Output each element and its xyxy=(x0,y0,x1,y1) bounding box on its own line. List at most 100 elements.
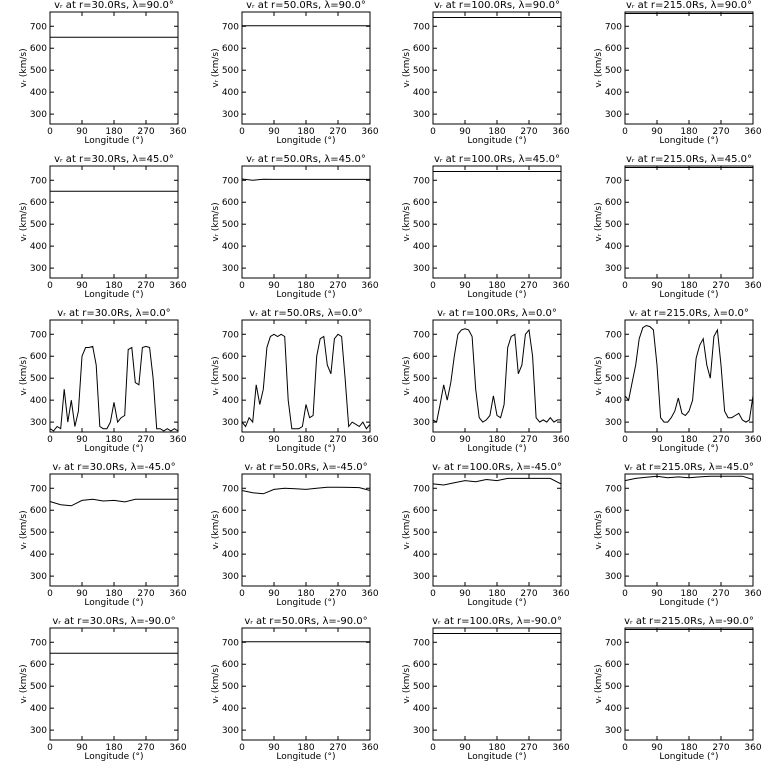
data-line xyxy=(624,475,754,482)
x-tick-label: 360 xyxy=(744,281,761,291)
y-tick-label: 500 xyxy=(222,528,239,538)
y-axis-label: vᵣ (km/s) xyxy=(594,356,604,395)
y-tick-label: 500 xyxy=(413,374,430,384)
x-tick-label: 90 xyxy=(651,127,663,137)
x-tick-label: 0 xyxy=(622,127,628,137)
y-tick-label: 600 xyxy=(605,660,622,670)
x-tick-label: 360 xyxy=(169,743,186,753)
x-axis-label: Longitude (°) xyxy=(84,136,143,146)
y-tick-label: 500 xyxy=(222,220,239,230)
panel: vᵣ at r=50.0Rs, λ=0.0° 0 90 180 270 360 300 400… xyxy=(211,308,379,454)
y-tick-label: 600 xyxy=(413,198,430,208)
y-tick-label: 300 xyxy=(605,572,622,582)
x-tick-label: 90 xyxy=(76,127,88,137)
y-tick-label: 400 xyxy=(605,550,622,560)
x-tick-label: 0 xyxy=(430,743,436,753)
panel-title: vᵣ at r=100.0Rs, λ=-45.0° xyxy=(432,462,562,473)
y-tick-label: 700 xyxy=(413,484,430,494)
x-tick-label: 0 xyxy=(239,435,245,445)
y-tick-label: 700 xyxy=(605,330,622,340)
x-tick-label: 270 xyxy=(329,435,346,445)
x-tick-label: 270 xyxy=(712,127,729,137)
y-tick-label: 700 xyxy=(413,22,430,32)
panel: vᵣ at r=30.0Rs, λ=0.0° 0 90 180 270 360 300 400… xyxy=(19,308,187,454)
y-tick-label: 600 xyxy=(222,660,239,670)
y-tick-label: 700 xyxy=(222,330,239,340)
y-tick-label: 700 xyxy=(30,330,47,340)
y-tick-label: 500 xyxy=(30,528,47,538)
x-tick-label: 180 xyxy=(680,127,697,137)
y-tick-label: 500 xyxy=(413,220,430,230)
y-axis-label: vᵣ (km/s) xyxy=(402,664,412,703)
x-tick-label: 0 xyxy=(622,743,628,753)
x-tick-label: 0 xyxy=(47,743,53,753)
x-tick-label: 270 xyxy=(137,281,154,291)
y-tick-label: 500 xyxy=(413,528,430,538)
panel-title: vᵣ at r=100.0Rs, λ=45.0° xyxy=(434,154,560,165)
x-tick-label: 0 xyxy=(430,281,436,291)
y-tick-label: 600 xyxy=(605,352,622,362)
y-axis-label: vᵣ (km/s) xyxy=(19,48,29,87)
panel: vᵣ at r=50.0Rs, λ=-90.0° 0 90 180 270 360 300 4… xyxy=(211,616,379,762)
x-tick-label: 180 xyxy=(105,743,122,753)
x-tick-label: 270 xyxy=(520,743,537,753)
y-tick-label: 600 xyxy=(30,44,47,54)
x-tick-label: 360 xyxy=(169,435,186,445)
x-tick-label: 270 xyxy=(520,589,537,599)
axes-frame xyxy=(49,473,179,587)
y-axis-label: vᵣ (km/s) xyxy=(211,664,221,703)
y-tick-label: 500 xyxy=(605,682,622,692)
y-axis-label: vᵣ (km/s) xyxy=(19,356,29,395)
data-line xyxy=(49,345,179,432)
x-tick-label: 0 xyxy=(430,435,436,445)
axes-frame xyxy=(432,165,562,279)
panel: vᵣ at r=30.0Rs, λ=90.0° 0 90 180 270 360 300 40… xyxy=(19,0,187,146)
y-tick-label: 300 xyxy=(30,726,47,736)
x-axis-label: Longitude (°) xyxy=(276,136,335,146)
data-line xyxy=(49,498,178,507)
axes-frame xyxy=(624,319,754,433)
axes-frame xyxy=(624,11,754,125)
x-tick-label: 0 xyxy=(239,281,245,291)
y-axis-label: vᵣ (km/s) xyxy=(402,356,412,395)
panel-title: vᵣ at r=100.0Rs, λ=0.0° xyxy=(437,308,557,319)
x-tick-label: 360 xyxy=(744,589,761,599)
x-tick-label: 180 xyxy=(488,281,505,291)
x-tick-label: 360 xyxy=(361,435,378,445)
axes-frame xyxy=(624,627,754,741)
y-tick-label: 300 xyxy=(222,264,239,274)
x-tick-label: 270 xyxy=(329,281,346,291)
y-tick-label: 700 xyxy=(413,330,430,340)
panel: vᵣ at r=215.0Rs, λ=45.0° 0 90 180 270 360 300 4… xyxy=(594,154,762,300)
panel-title: vᵣ at r=100.0Rs, λ=90.0° xyxy=(434,0,560,11)
y-tick-label: 600 xyxy=(413,506,430,516)
x-tick-label: 360 xyxy=(361,589,378,599)
x-tick-label: 360 xyxy=(552,435,569,445)
x-axis-label: Longitude (°) xyxy=(276,752,335,762)
x-axis-label: Longitude (°) xyxy=(467,752,526,762)
x-tick-label: 180 xyxy=(488,127,505,137)
x-tick-label: 180 xyxy=(297,435,314,445)
x-axis-label: Longitude (°) xyxy=(467,444,526,454)
x-tick-label: 270 xyxy=(520,127,537,137)
x-tick-label: 180 xyxy=(488,435,505,445)
y-axis-label: vᵣ (km/s) xyxy=(19,202,29,241)
x-tick-label: 180 xyxy=(680,435,697,445)
x-tick-label: 270 xyxy=(712,281,729,291)
x-tick-label: 90 xyxy=(268,435,280,445)
x-tick-label: 90 xyxy=(268,127,280,137)
y-tick-label: 700 xyxy=(605,22,622,32)
y-tick-label: 400 xyxy=(222,550,239,560)
y-tick-label: 600 xyxy=(30,198,47,208)
panel-title: vᵣ at r=215.0Rs, λ=-45.0° xyxy=(624,462,754,473)
x-tick-label: 360 xyxy=(552,127,569,137)
x-tick-label: 0 xyxy=(430,127,436,137)
y-tick-label: 700 xyxy=(222,22,239,32)
x-tick-label: 0 xyxy=(47,589,53,599)
y-tick-label: 500 xyxy=(30,220,47,230)
y-axis-label: vᵣ (km/s) xyxy=(402,202,412,241)
panel: vᵣ at r=100.0Rs, λ=-90.0° 0 90 180 270 360 300… xyxy=(402,616,570,762)
y-axis-label: vᵣ (km/s) xyxy=(19,664,29,703)
y-tick-label: 300 xyxy=(413,726,430,736)
y-tick-label: 500 xyxy=(30,66,47,76)
